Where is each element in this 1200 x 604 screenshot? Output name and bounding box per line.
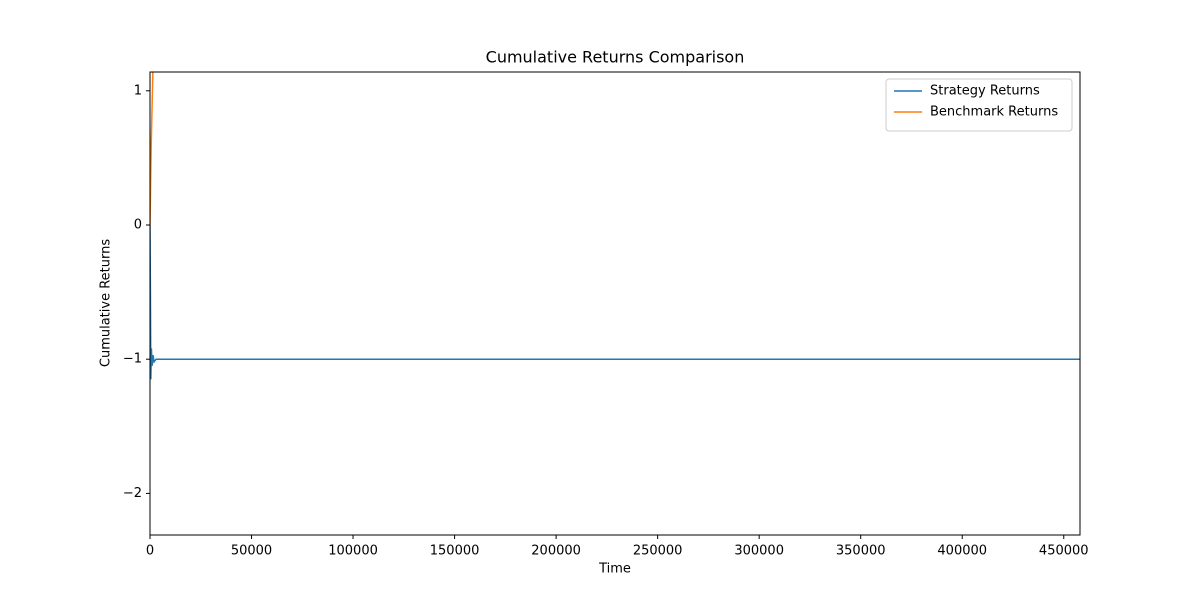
plot-frame xyxy=(149,71,1081,536)
x-tick-label: 100000 xyxy=(328,544,378,559)
series-line xyxy=(150,224,1080,380)
legend-label: Benchmark Returns xyxy=(930,105,1058,120)
x-tick-label: 50000 xyxy=(231,544,272,559)
x-tick-label: 0 xyxy=(146,544,154,559)
x-axis-label: Time xyxy=(598,562,631,577)
x-tick-label: 200000 xyxy=(531,544,581,559)
series-line xyxy=(150,72,154,226)
y-tick-label: 0 xyxy=(134,217,142,232)
x-tick-label: 350000 xyxy=(836,544,886,559)
chart-title: Cumulative Returns Comparison xyxy=(486,48,745,67)
y-tick-label: −2 xyxy=(123,486,142,501)
x-tick-label: 150000 xyxy=(430,544,480,559)
x-tick-label: 250000 xyxy=(633,544,683,559)
x-tick-label: 300000 xyxy=(734,544,784,559)
plot-area xyxy=(150,72,1080,380)
y-tick-label: −1 xyxy=(123,352,142,367)
legend-box xyxy=(885,78,1073,132)
y-axis-label: Cumulative Returns xyxy=(99,239,114,367)
y-tick-label: 1 xyxy=(134,83,142,98)
x-tick-label: 400000 xyxy=(937,544,987,559)
x-tick-label: 450000 xyxy=(1039,544,1089,559)
legend-label: Strategy Returns xyxy=(930,84,1040,99)
